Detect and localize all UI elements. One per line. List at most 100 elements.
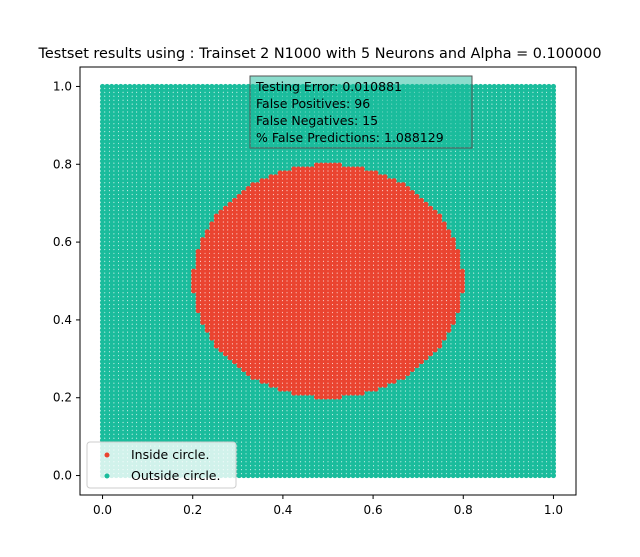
- point-outside: [127, 142, 133, 149]
- point-outside: [113, 398, 119, 404]
- point-outside: [118, 378, 124, 384]
- point-outside: [99, 221, 106, 227]
- point-outside: [131, 260, 138, 266]
- point-outside: [104, 339, 110, 345]
- point-outside: [122, 158, 128, 164]
- point-outside: [118, 413, 124, 420]
- point-outside: [113, 355, 119, 361]
- point-outside: [131, 303, 138, 310]
- point-outside: [213, 83, 220, 90]
- point-outside: [122, 272, 128, 278]
- point-outside: [113, 335, 119, 341]
- point-outside: [118, 205, 124, 211]
- point-outside: [99, 386, 106, 392]
- point-outside: [127, 256, 133, 262]
- point-outside: [109, 429, 115, 435]
- point-outside: [118, 327, 124, 333]
- point-outside: [127, 201, 133, 207]
- point-outside: [109, 95, 115, 101]
- point-outside: [118, 131, 124, 137]
- point-outside: [127, 358, 133, 365]
- point-outside: [109, 244, 115, 251]
- point-outside: [122, 347, 128, 353]
- point-outside: [109, 323, 115, 329]
- point-outside: [131, 331, 138, 337]
- point-outside: [131, 398, 138, 404]
- point-outside: [122, 115, 128, 121]
- point-outside: [118, 374, 124, 380]
- point-outside: [113, 351, 119, 357]
- point-outside: [127, 343, 133, 349]
- point-outside: [104, 323, 110, 329]
- point-outside: [109, 327, 115, 333]
- point-outside: [113, 311, 119, 318]
- point-outside: [127, 284, 133, 290]
- point-outside: [113, 347, 119, 353]
- point-outside: [127, 296, 133, 302]
- point-outside: [118, 315, 124, 321]
- point-outside: [109, 189, 115, 196]
- point-outside: [104, 119, 110, 125]
- point-outside: [127, 311, 133, 318]
- point-outside: [127, 276, 133, 282]
- point-outside: [122, 417, 128, 424]
- point-outside: [118, 209, 124, 215]
- point-outside: [127, 351, 133, 357]
- point-outside: [104, 150, 110, 156]
- point-outside: [99, 362, 106, 369]
- point-outside: [127, 189, 133, 196]
- point-outside: [104, 370, 110, 376]
- point-outside: [99, 142, 106, 149]
- point-outside: [127, 150, 133, 156]
- point-outside: [122, 248, 128, 255]
- point-outside: [127, 362, 133, 369]
- point-outside: [104, 292, 110, 298]
- point-outside: [109, 296, 115, 302]
- point-outside: [104, 131, 110, 137]
- point-outside: [99, 244, 106, 251]
- point-outside: [127, 166, 133, 172]
- point-outside: [131, 296, 138, 302]
- point-outside: [109, 182, 115, 188]
- point-outside: [113, 170, 119, 176]
- point-outside: [122, 119, 128, 125]
- point-outside: [118, 296, 124, 302]
- point-outside: [104, 225, 110, 231]
- point-outside: [109, 237, 115, 243]
- point-outside: [127, 244, 133, 251]
- point-outside: [104, 351, 110, 357]
- point-outside: [99, 370, 106, 376]
- point-outside: [236, 83, 242, 90]
- point-outside: [113, 252, 119, 259]
- point-outside: [145, 83, 151, 90]
- point-outside: [99, 437, 106, 443]
- point-outside: [109, 209, 115, 215]
- point-outside: [122, 406, 128, 412]
- point-outside: [113, 272, 119, 278]
- point-outside: [122, 83, 128, 90]
- point-outside: [99, 390, 106, 396]
- point-outside: [122, 174, 128, 180]
- point-outside: [131, 319, 138, 325]
- point-outside: [118, 331, 124, 337]
- point-outside: [127, 370, 133, 376]
- point-outside: [99, 374, 106, 380]
- point-outside: [109, 127, 115, 133]
- point-outside: [104, 134, 110, 141]
- point-outside: [118, 351, 124, 357]
- point-outside: [113, 138, 119, 145]
- point-outside: [122, 390, 128, 396]
- point-outside: [104, 87, 110, 93]
- point-outside: [118, 99, 124, 105]
- point-outside: [109, 268, 115, 274]
- point-outside: [118, 339, 124, 345]
- point-outside: [118, 311, 124, 318]
- point-outside: [127, 213, 133, 219]
- point-outside: [109, 115, 115, 121]
- point-outside: [109, 197, 115, 204]
- point-outside: [127, 268, 133, 274]
- point-outside: [122, 319, 128, 325]
- point-outside: [109, 178, 115, 184]
- point-outside: [136, 83, 142, 90]
